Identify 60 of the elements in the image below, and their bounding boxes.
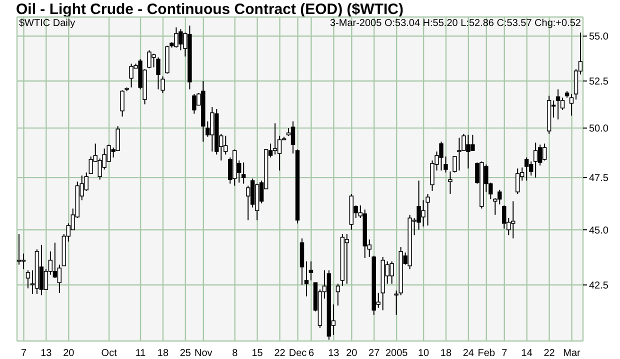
- candlestick: [120, 90, 124, 118]
- candlestick: [533, 142, 538, 178]
- chart-title: Oil - Light Crude - Continuous Contract (EOD) ($WTIC): [16, 1, 404, 18]
- x-tick-label: 25: [180, 348, 192, 359]
- x-tick-label: 22: [544, 348, 556, 359]
- x-tick-label: 20: [63, 348, 75, 359]
- x-tick-label: 13: [40, 348, 52, 359]
- annotation: 3-Mar-2005 O:53.04 H:55.20 L:52.86 C:53.57 Chg:+0.52: [330, 18, 581, 29]
- y-tick-label: 50.0: [589, 124, 609, 135]
- candlestick: [538, 144, 542, 166]
- candlestick: [39, 244, 44, 296]
- candlestick: [344, 234, 350, 284]
- x-tick-label: Mar: [563, 348, 582, 359]
- x-tick-label: 13: [328, 348, 340, 359]
- x-tick-label: 18: [440, 348, 452, 359]
- x-tick-label: 27: [368, 348, 380, 359]
- annotation: $WTIC Daily: [19, 18, 76, 29]
- x-tick-label: 14: [521, 348, 533, 359]
- candlestick: [448, 171, 452, 194]
- x-tick-label: 24: [462, 348, 474, 359]
- candlestick: [516, 168, 520, 194]
- x-tick-label: 22: [274, 348, 286, 359]
- x-tick-label: Feb: [478, 348, 496, 359]
- x-tick-label: 10: [418, 348, 430, 359]
- x-tick-label: 6: [308, 348, 314, 359]
- x-tick-label: 2005: [385, 348, 408, 359]
- y-tick-label: 52.5: [589, 76, 609, 88]
- x-tick-label: Oct: [101, 348, 118, 359]
- candlestick: [290, 120, 296, 154]
- candlestick: [57, 264, 62, 294]
- candlestick: [556, 88, 560, 120]
- y-tick-label: 42.5: [589, 280, 609, 292]
- candlestick: [502, 204, 506, 230]
- candlestick: [52, 242, 58, 279]
- x-tick-label: 7: [20, 348, 27, 359]
- candlestick: [277, 135, 282, 171]
- candlestick: [336, 283, 340, 306]
- x-tick-label: 8: [232, 348, 238, 359]
- candlestick: [524, 156, 529, 182]
- candlestick: [250, 178, 255, 208]
- candlestick: [26, 270, 30, 289]
- y-tick-label: 47.5: [589, 173, 609, 184]
- y-tick-label: 45.0: [589, 225, 609, 236]
- candlestick: [304, 260, 309, 297]
- candlestick: [308, 260, 314, 281]
- x-tick-label: Nov: [194, 348, 212, 359]
- x-tick-label: 18: [157, 348, 169, 359]
- x-tick-label: Dec: [288, 348, 307, 359]
- candlestick: [528, 160, 534, 176]
- candlestick: [569, 93, 574, 116]
- y-tick-label: 55.0: [589, 32, 609, 43]
- candlestick: [242, 162, 246, 184]
- x-tick-label: 15: [252, 348, 264, 359]
- x-tick-label: 7: [502, 348, 508, 359]
- candlestick: [560, 97, 565, 110]
- candlestick: [426, 193, 430, 226]
- candlestick: [542, 143, 547, 161]
- candlestick: [272, 122, 278, 155]
- x-tick-label: 20: [346, 348, 358, 359]
- x-tick-label: 11: [135, 348, 146, 359]
